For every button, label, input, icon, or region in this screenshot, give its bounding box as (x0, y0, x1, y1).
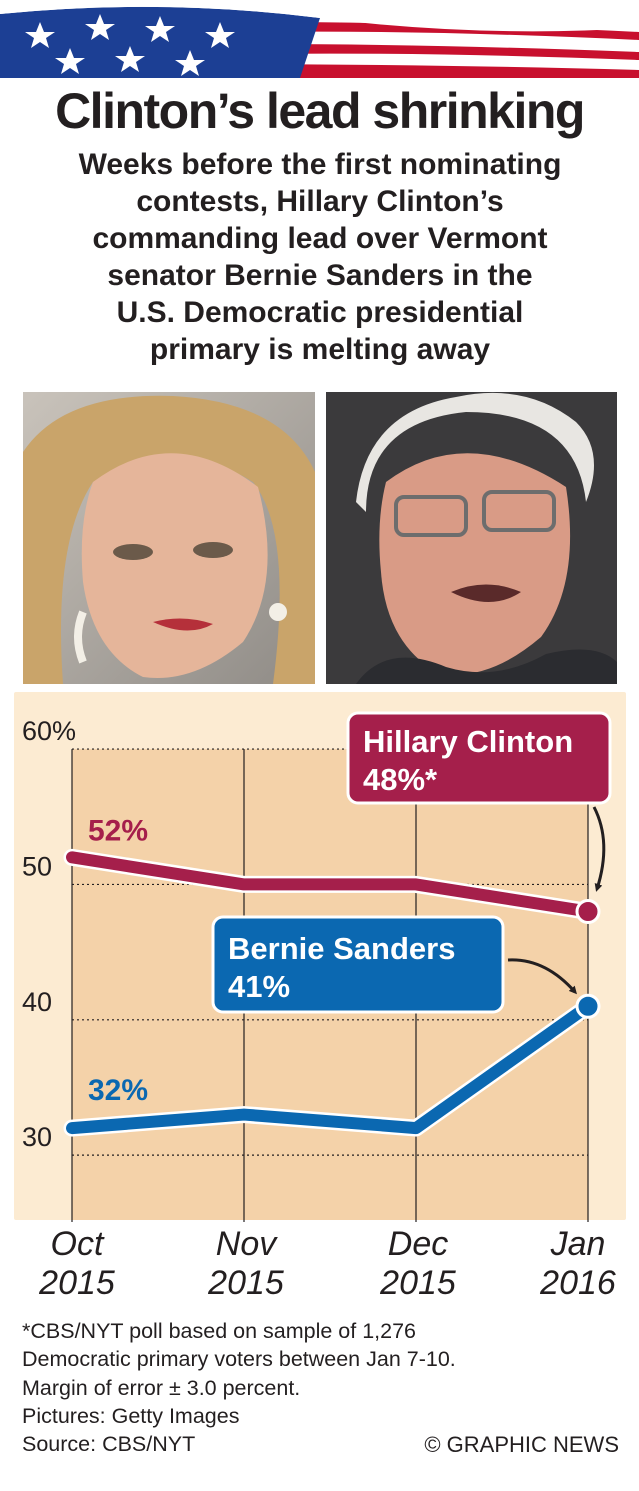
footnote-line: Margin of error ± 3.0 percent. (22, 1375, 301, 1400)
clinton-series-name: Hillary Clinton (363, 724, 573, 759)
us-flag-banner (0, 6, 639, 78)
poll-line-chart: 60% 50 40 30 52% 32% Hillary Clinton 48%* Be… (14, 692, 626, 1302)
x-tick-label-month: Jan (550, 1225, 606, 1263)
clinton-end-label: 48%* (363, 762, 438, 797)
y-axis-labels: 60% 50 40 30 (22, 716, 76, 1152)
x-tick-label-month: Dec (388, 1225, 448, 1263)
series-layer: 52% 32% (63, 814, 601, 1137)
series-line-sanders (66, 1000, 594, 1135)
subtitle-line: contests, Hillary Clinton’s (136, 185, 504, 218)
footnote: *CBS/NYT poll based on sample of 1,276 D… (22, 1317, 622, 1458)
clinton-arrow (592, 806, 606, 892)
series-end-point (575, 899, 601, 925)
series-end-point (575, 993, 601, 1019)
sanders-photo (326, 392, 617, 684)
x-tick-label-month: Nov (216, 1225, 278, 1263)
sanders-end-label: 41% (228, 969, 290, 1004)
clinton-callout: Hillary Clinton 48%* (346, 711, 612, 805)
sanders-series-name: Bernie Sanders (228, 931, 455, 966)
star-icons (25, 14, 235, 76)
series-start-label: 52% (88, 814, 148, 847)
footnote-line: Pictures: Getty Images (22, 1403, 240, 1428)
subtitle-line: senator Bernie Sanders in the (107, 259, 533, 292)
subtitle: Weeks before the first nominating contes… (20, 146, 620, 368)
subtitle-line: primary is melting away (149, 333, 491, 366)
x-tick-label-year: 2016 (539, 1264, 616, 1302)
series-start-label: 32% (88, 1074, 148, 1107)
x-tick-label-month: Oct (51, 1225, 105, 1263)
page-title: Clinton’s lead shrinking (55, 83, 585, 139)
series-line-clinton (66, 851, 594, 918)
credit-line: © GRAPHIC NEWS (424, 1432, 619, 1457)
x-tick-label-year: 2015 (379, 1264, 456, 1302)
clinton-photo (23, 392, 315, 684)
y-tick-label: 50 (22, 851, 52, 881)
y-tick-label: 40 (22, 987, 52, 1017)
subtitle-line: commanding lead over Vermont (92, 222, 548, 255)
sanders-arrow (507, 958, 577, 995)
clinton-callout-box (346, 711, 612, 805)
sanders-callout: Bernie Sanders 41% (211, 915, 505, 1014)
x-tick-label-year: 2015 (38, 1264, 115, 1302)
footnote-line: Democratic primary voters between Jan 7-… (22, 1347, 456, 1372)
sanders-callout-box (211, 915, 505, 1014)
subtitle-line: Weeks before the first nominating (78, 148, 562, 181)
footnote-line: Source: CBS/NYT (22, 1432, 196, 1457)
subtitle-line: U.S. Democratic presidential (116, 296, 524, 329)
x-tick-label-year: 2015 (207, 1264, 284, 1302)
y-tick-label: 30 (22, 1122, 52, 1152)
footnote-line: *CBS/NYT poll based on sample of 1,276 (22, 1319, 417, 1343)
y-tick-label: 60% (22, 716, 76, 746)
